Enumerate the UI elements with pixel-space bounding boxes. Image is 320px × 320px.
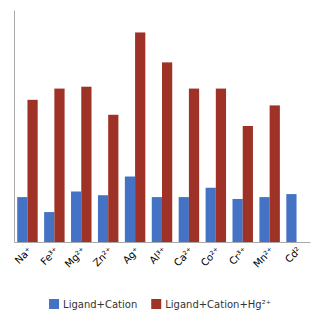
x-tick-label: Ag⁺ (121, 245, 142, 266)
x-tick-label: Ca²⁺ (172, 245, 196, 269)
x-tick: Cd² (283, 245, 303, 265)
y-axis (14, 11, 15, 243)
x-tick: Ca²⁺ (172, 245, 196, 269)
x-tick: Co²⁺ (199, 245, 223, 269)
bar (206, 188, 216, 242)
bar (297, 242, 307, 243)
legend-item: Ligand+Cation (49, 299, 137, 310)
bar (162, 62, 172, 242)
legend: Ligand+Cation Ligand+Cation+Hg²⁺ (49, 299, 271, 310)
x-tick: Ag⁺ (121, 245, 142, 266)
bar (27, 100, 37, 242)
y-axis-line (14, 11, 15, 243)
x-tick: Cr³⁺ (227, 245, 249, 267)
bar (152, 197, 162, 242)
x-tick-label: Fe³⁺ (38, 245, 60, 267)
legend-swatch (49, 299, 59, 309)
x-tick-label: Co²⁺ (199, 245, 223, 269)
bar (17, 197, 27, 242)
legend-item: Ligand+Cation+Hg²⁺ (151, 299, 271, 310)
series (27, 32, 279, 242)
x-tick-label: Zn²⁺ (91, 245, 115, 269)
x-axis: Na⁺Fe³⁺Mg²⁺Zn²⁺ Ag⁺Al³⁺Ca²⁺Co²⁺Cr³⁺Mn²⁺ Cd… (13, 243, 311, 270)
bar (108, 115, 118, 242)
bar (98, 195, 108, 242)
x-tick: Zn²⁺ (91, 245, 115, 269)
bar (216, 89, 226, 242)
x-tick-label: Cr³⁺ (227, 245, 249, 267)
bar (44, 212, 54, 242)
plot: Na⁺Fe³⁺Mg²⁺Zn²⁺ Ag⁺Al³⁺Ca²⁺Co²⁺Cr³⁺Mn²⁺ Cd… (13, 11, 311, 270)
x-tick: Mg²⁺ (63, 245, 88, 270)
bar (189, 89, 199, 242)
legend-label: Ligand+Cation (63, 299, 137, 310)
x-tick-label: Al³⁺ (147, 245, 168, 266)
bar (270, 105, 280, 242)
chart: Na⁺Fe³⁺Mg²⁺Zn²⁺ Ag⁺Al³⁺Ca²⁺Co²⁺Cr³⁺Mn²⁺ Cd… (0, 0, 320, 320)
bar (81, 87, 91, 242)
bar (233, 199, 243, 242)
x-tick: Na⁺ (13, 245, 34, 266)
bar (135, 32, 145, 242)
legend-label: Ligand+Cation+Hg²⁺ (165, 299, 271, 310)
x-axis-line (15, 242, 311, 243)
x-tick: Fe³⁺ (38, 245, 60, 267)
x-tick-label: Mn²⁺ (251, 245, 276, 270)
x-tick: Al³⁺ (147, 245, 168, 266)
x-tick: Mn²⁺ (251, 245, 276, 270)
x-tick-label: Cd² (283, 245, 303, 265)
legend-swatch (151, 299, 161, 309)
bar (286, 194, 296, 242)
x-tick-label: Mg²⁺ (63, 245, 88, 270)
x-tick-label: Na⁺ (13, 245, 34, 266)
bars (17, 32, 296, 242)
bar (259, 197, 269, 242)
bar (125, 177, 135, 242)
bar (243, 126, 253, 242)
bar (179, 197, 189, 242)
bar (54, 89, 64, 242)
bar (71, 191, 81, 242)
